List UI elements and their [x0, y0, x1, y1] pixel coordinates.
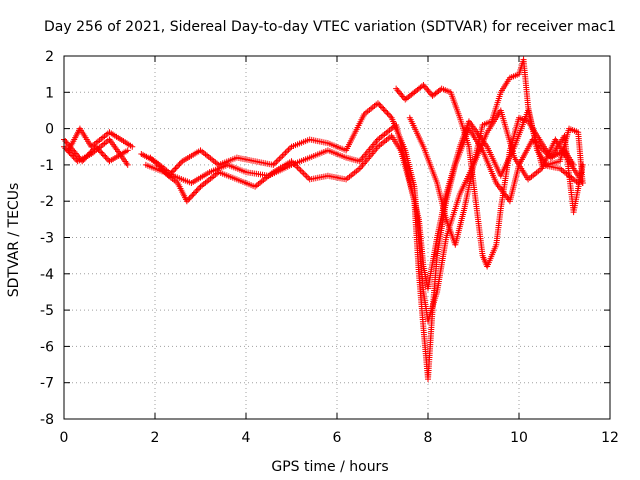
y-tick-label: -2 [40, 194, 54, 210]
x-tick-label: 0 [60, 430, 69, 446]
data-point [385, 111, 392, 118]
data-point [194, 186, 201, 193]
data-point [124, 161, 131, 168]
data-point [377, 103, 384, 110]
y-tick-label: -7 [40, 376, 54, 392]
y-tick-label: 0 [45, 122, 54, 138]
y-tick-label: -1 [40, 158, 54, 174]
data-point [297, 167, 304, 174]
data-point [167, 171, 174, 178]
data-point [280, 151, 287, 158]
data-point [185, 196, 192, 203]
y-tick-label: -4 [40, 267, 54, 283]
data-point [579, 180, 586, 187]
x-tick-label: 10 [510, 430, 528, 446]
data-point [276, 155, 283, 162]
y-tick-label: -5 [40, 303, 54, 319]
data-point [274, 157, 281, 164]
data-point [277, 154, 284, 161]
data-point [71, 155, 78, 162]
x-tick-label: 12 [601, 430, 619, 446]
data-point [70, 153, 77, 160]
data-point [192, 189, 199, 196]
data-point [102, 153, 109, 160]
data-point [101, 152, 108, 159]
data-point [282, 149, 289, 156]
grid-lines [64, 56, 610, 419]
data-point [171, 166, 178, 173]
data-point [69, 152, 76, 159]
data-point [376, 101, 383, 108]
x-tick-label: 4 [242, 430, 251, 446]
data-point [379, 104, 386, 111]
data-point [271, 160, 278, 167]
x-tick-label: 6 [333, 430, 342, 446]
data-markers [61, 56, 586, 383]
data-point [99, 151, 106, 158]
data-point [103, 155, 110, 162]
data-point [381, 107, 388, 114]
y-tick-label: -6 [40, 339, 54, 355]
data-point [67, 151, 74, 158]
data-point [196, 185, 203, 192]
data-point [124, 147, 131, 154]
data-point [176, 161, 183, 168]
x-axis-label: GPS time / hours [271, 459, 388, 475]
data-point [303, 173, 310, 180]
x-tick-label: 8 [424, 430, 433, 446]
data-point [384, 110, 391, 117]
data-point [187, 193, 194, 200]
data-point [98, 149, 105, 156]
data-point [374, 100, 381, 107]
data-point [296, 165, 303, 172]
data-point [183, 198, 190, 205]
data-point [300, 170, 307, 177]
y-tick-label: -3 [40, 231, 54, 247]
y-axis-label: SDTVAR / TECUs [6, 183, 22, 298]
data-point [172, 165, 179, 172]
data-point [273, 158, 280, 165]
data-point [165, 172, 172, 179]
data-point [283, 148, 290, 155]
data-point [299, 168, 306, 175]
y-tick-label: 1 [45, 85, 54, 101]
y-tick-label: 2 [45, 49, 54, 65]
data-point [175, 162, 182, 169]
x-tick-label: 2 [151, 430, 160, 446]
data-point [190, 190, 197, 197]
data-point [279, 152, 286, 159]
y-tick-label: -8 [40, 412, 54, 428]
data-point [169, 168, 176, 175]
data-point [193, 188, 200, 195]
data-point [189, 192, 196, 199]
data-point [383, 108, 390, 115]
data-point [305, 174, 312, 181]
data-point [129, 143, 136, 150]
data-point [186, 195, 193, 202]
data-point [177, 159, 184, 166]
data-point [387, 113, 394, 120]
chart-title: Day 256 of 2021, Sidereal Day-to-day VTE… [44, 19, 616, 35]
data-point [380, 105, 387, 112]
data-point [302, 171, 309, 178]
data-point [168, 169, 175, 176]
data-point [285, 146, 292, 153]
data-point [173, 164, 180, 171]
